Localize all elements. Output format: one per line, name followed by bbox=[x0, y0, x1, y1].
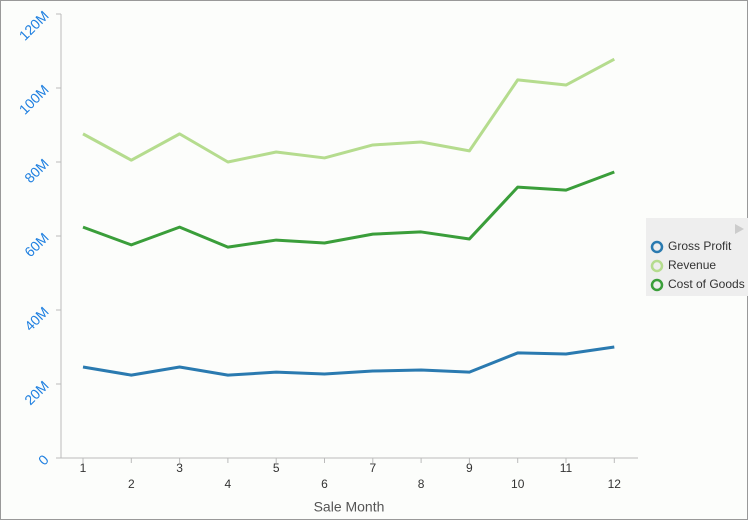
x-axis-title: Sale Month bbox=[314, 499, 385, 515]
x-tick-label: 9 bbox=[466, 461, 473, 475]
legend-marker bbox=[650, 278, 664, 292]
legend: Gross Profit Revenue Cost of Goods bbox=[646, 218, 748, 296]
legend-arrow[interactable] bbox=[735, 224, 744, 234]
legend-bg bbox=[646, 218, 748, 296]
x-tick-label: 11 bbox=[560, 461, 573, 475]
legend-label: Gross Profit bbox=[668, 239, 732, 253]
series-line bbox=[82, 57, 616, 164]
series-line bbox=[82, 170, 615, 249]
x-tick-label: 4 bbox=[225, 477, 232, 491]
x-tick-label: 3 bbox=[176, 461, 183, 475]
series-line bbox=[82, 345, 615, 377]
x-tick-label: 12 bbox=[608, 477, 622, 491]
legend-marker bbox=[650, 240, 664, 254]
x-tick-label: 8 bbox=[418, 477, 425, 491]
legend-marker bbox=[650, 259, 664, 273]
x-tick-label: 1 bbox=[80, 461, 87, 475]
legend-label: Cost of Goods bbox=[668, 277, 745, 291]
x-tick-label: 6 bbox=[321, 477, 328, 491]
x-tick-label: 2 bbox=[128, 477, 135, 491]
x-tick-label: 10 bbox=[511, 477, 525, 491]
x-tick-label: 5 bbox=[273, 461, 280, 475]
legend-label: Revenue bbox=[668, 258, 716, 272]
x-tick-label: 7 bbox=[369, 461, 376, 475]
